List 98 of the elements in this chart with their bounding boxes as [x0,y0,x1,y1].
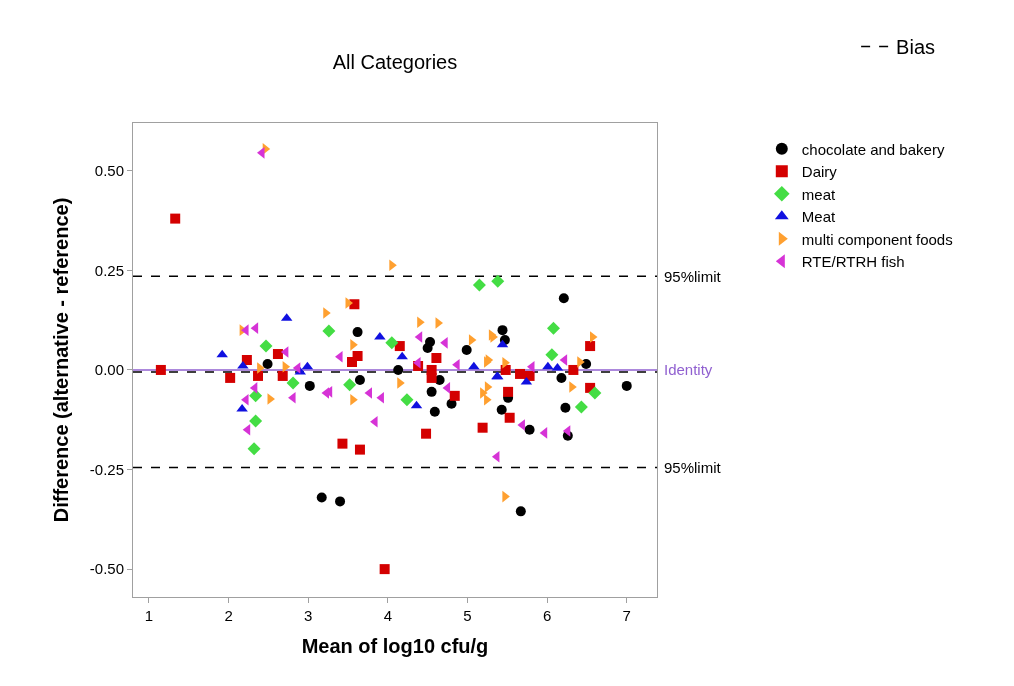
point [247,442,261,456]
point [545,348,559,362]
point [282,361,291,373]
legend-label: chocolate and bakery [801,140,945,158]
point [546,321,560,335]
point [503,386,514,397]
point [442,382,451,394]
point [484,381,493,393]
point [216,349,228,358]
point [425,337,436,348]
point [588,386,602,400]
point [496,404,507,415]
point [396,351,408,360]
point [272,349,283,360]
point [354,374,365,385]
y-tick-label: 0.00 [94,361,124,379]
legend-label: meat [801,185,836,203]
point [316,492,327,503]
point [304,380,315,391]
point [249,389,263,403]
point [468,334,477,346]
y-tick-label: -0.25 [89,460,124,478]
point [449,390,460,401]
point [292,362,301,374]
point [352,327,363,338]
x-tick-label: 4 [383,607,392,624]
chart-title: All Categories [332,51,458,73]
x-tick-label: 1 [144,607,154,624]
point [472,278,486,292]
legend-label: Meat [801,208,836,226]
point [347,356,357,367]
point [560,402,571,413]
point [461,345,472,356]
x-axis-title: Mean of log10 cfu/g [301,634,489,657]
point [262,358,273,369]
legend-label: Bias [896,36,936,59]
point [542,361,554,370]
y-axis-title: Difference (alternative - reference) [50,197,73,523]
point [253,370,264,381]
x-tick-label: 6 [542,607,552,624]
point [515,506,526,517]
x-tick-label: 3 [304,607,313,624]
point [170,213,181,224]
point [558,293,569,304]
legend-label: RTE/RTRH fish [801,253,905,271]
point [581,358,592,369]
ref-line-label: 95%limit [664,268,722,285]
point [249,414,263,428]
y-tick-label: -0.50 [89,560,124,578]
y-tick-label: 0.50 [94,162,124,180]
point [277,370,288,381]
point [524,424,535,435]
point [393,364,404,375]
point [497,325,508,336]
point [337,438,348,449]
point [556,372,567,383]
point [574,400,588,414]
point [491,274,505,288]
ref-line-label: Identity [664,361,713,378]
point [562,425,571,437]
point [515,368,526,379]
y-tick-label: 0.25 [94,261,124,279]
point [335,496,346,507]
point [241,355,252,365]
legend-label: multi component foods [801,230,953,248]
ref-line-label: 95%limit [664,459,722,476]
point [364,387,373,399]
point [400,393,414,407]
point [568,364,579,375]
point [385,336,399,350]
point [354,444,365,455]
point [155,364,166,375]
point [491,451,500,463]
point [259,339,273,353]
point [468,361,480,370]
point [477,422,488,433]
x-tick-label: 5 [463,607,472,624]
point [286,376,300,390]
point [621,380,632,391]
point [585,341,596,352]
point [421,428,432,439]
point [322,324,336,338]
legend-label: Dairy [801,163,838,181]
point [225,372,236,383]
point [250,322,259,334]
point [343,378,357,392]
point [426,386,437,397]
point [500,364,511,375]
point [414,331,423,343]
point [429,406,440,417]
point [426,372,437,383]
point [379,564,390,575]
point [539,427,548,439]
point [504,412,515,423]
x-tick-label: 2 [224,607,233,624]
point [559,354,568,366]
point [431,353,442,364]
x-tick-label: 7 [622,607,631,624]
